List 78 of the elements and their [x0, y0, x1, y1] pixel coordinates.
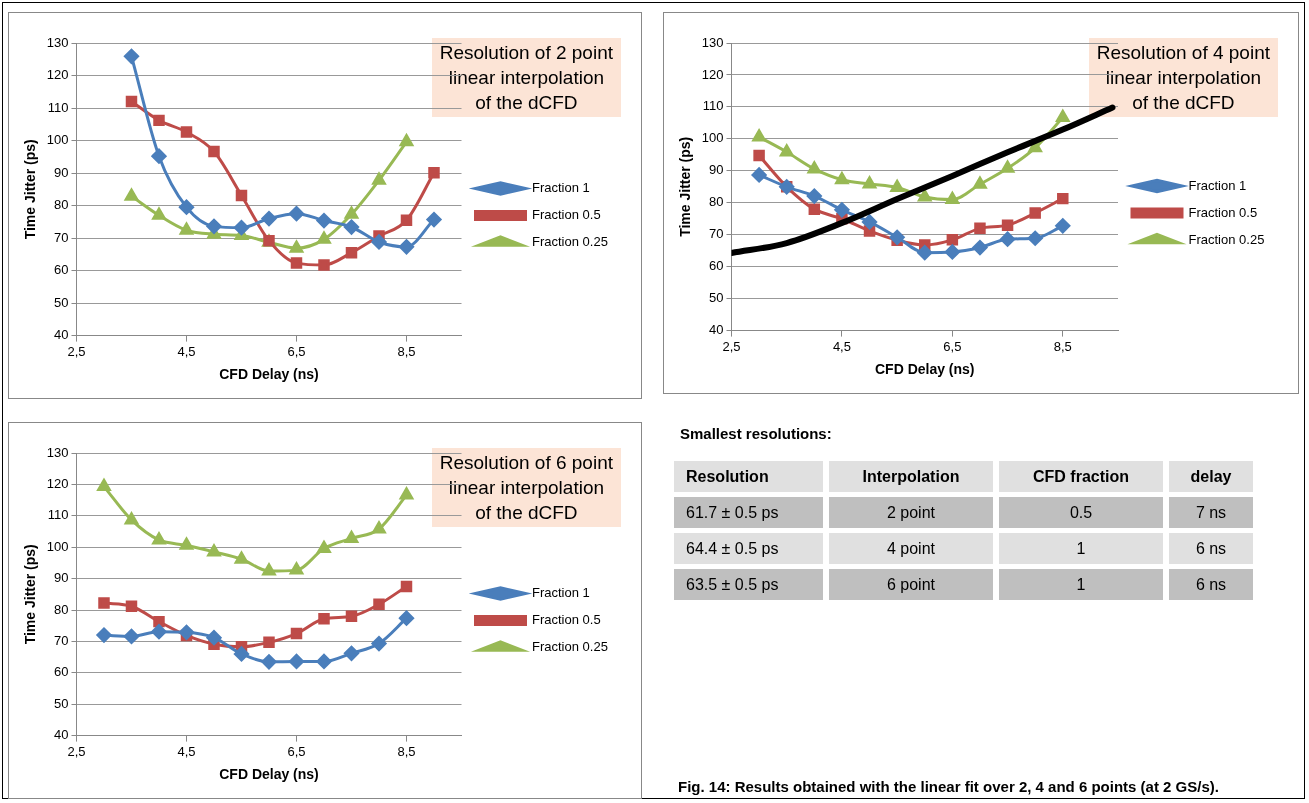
- x-tick-label: 2,5: [67, 743, 86, 759]
- y-axis-title: Time Jitter (ps): [22, 544, 39, 645]
- legend-label: Fraction 0.5: [532, 207, 601, 223]
- legend-label: Fraction 1: [532, 180, 590, 196]
- annotation: Resolution of 6 point linear interpolation of the dCFD: [431, 448, 621, 527]
- text: 6 ns: [1169, 569, 1253, 600]
- y-tick-label: 50: [54, 294, 69, 310]
- y-axis-title: Time Jitter (ps): [22, 139, 39, 240]
- y-tick-label: 70: [54, 632, 69, 648]
- y-axis-title: Time Jitter (ps): [677, 136, 694, 237]
- y-tick-label: 60: [54, 262, 69, 278]
- y-tick-label: 110: [47, 507, 69, 523]
- x-axis-title: CFD Delay (ns): [219, 766, 319, 783]
- x-tick-label: 2,5: [722, 338, 741, 354]
- category-label: Interpolation: [829, 461, 993, 492]
- y-tick-label: 130: [46, 34, 69, 50]
- x-axis-title: CFD Delay (ns): [219, 366, 319, 383]
- text: 2 point: [829, 497, 993, 528]
- x-tick-label: 2,5: [67, 343, 86, 359]
- x-tick-label: 4,5: [177, 743, 196, 759]
- text: 6 ns: [1169, 533, 1253, 564]
- x-tick-label: 6,5: [287, 743, 306, 759]
- caption: Fig. 14: Results obtained with the linear fit over 2, 4 and 6 points (at 2 GS/s).: [678, 777, 1220, 797]
- legend-label: Fraction 0.5: [1188, 204, 1258, 220]
- x-tick-label: 8,5: [397, 343, 416, 359]
- y-tick-label: 60: [54, 664, 69, 680]
- x-tick-label: 6,5: [287, 343, 306, 359]
- category-label: delay: [1169, 461, 1253, 492]
- text: Smallest resolutions:: [680, 425, 833, 442]
- text: 61.7 ± 0.5 ps: [674, 497, 823, 528]
- text: 6 point: [829, 569, 993, 600]
- x-tick-label: 4,5: [177, 343, 196, 359]
- y-tick-label: 100: [46, 132, 69, 148]
- text: 63.5 ± 0.5 ps: [674, 569, 823, 600]
- legend-label: Fraction 1: [1188, 177, 1247, 193]
- y-tick-label: 130: [46, 444, 69, 460]
- text: 0.5: [999, 497, 1163, 528]
- y-tick-label: 50: [709, 290, 724, 306]
- y-tick-label: 100: [701, 130, 724, 146]
- legend-label: Fraction 0.25: [532, 639, 608, 655]
- y-tick-label: 70: [709, 226, 724, 242]
- y-tick-label: 90: [709, 162, 724, 178]
- legend-label: Fraction 1: [532, 585, 590, 601]
- text: 4 point: [829, 533, 993, 564]
- y-tick-label: 90: [54, 164, 69, 180]
- y-tick-label: 120: [46, 67, 69, 83]
- y-tick-label: 110: [702, 98, 724, 114]
- annotation: Resolution of 4 point linear interpolation of the dCFD: [1088, 38, 1278, 117]
- x-tick-label: 6,5: [943, 338, 962, 354]
- y-tick-label: 80: [54, 197, 69, 213]
- legend-label: Fraction 0.25: [1188, 231, 1265, 247]
- y-tick-label: 70: [54, 229, 69, 245]
- text: 7 ns: [1169, 497, 1253, 528]
- y-tick-label: 90: [54, 570, 69, 586]
- y-tick-label: 50: [54, 695, 69, 711]
- y-tick-label: 40: [54, 327, 69, 343]
- y-tick-label: 80: [54, 601, 69, 617]
- y-tick-label: 100: [46, 538, 69, 554]
- x-tick-label: 8,5: [1053, 338, 1072, 354]
- x-tick-label: 4,5: [832, 338, 851, 354]
- text: 1: [999, 533, 1163, 564]
- text: 1: [999, 569, 1163, 600]
- legend-label: Fraction 0.25: [532, 234, 608, 250]
- y-tick-label: 80: [709, 194, 724, 210]
- y-tick-label: 40: [54, 727, 69, 743]
- annotation: Resolution of 2 point linear interpolation of the dCFD: [431, 38, 621, 117]
- x-tick-label: 8,5: [397, 743, 416, 759]
- legend-label: Fraction 0.5: [532, 612, 601, 628]
- y-tick-label: 110: [47, 99, 69, 115]
- y-tick-label: 60: [709, 258, 724, 274]
- y-tick-label: 120: [46, 475, 69, 491]
- y-tick-label: 120: [701, 66, 724, 82]
- y-tick-label: 130: [701, 34, 724, 50]
- x-axis-title: CFD Delay (ns): [874, 361, 975, 378]
- category-label: Resolution: [674, 461, 823, 492]
- text: 64.4 ± 0.5 ps: [674, 533, 823, 564]
- category-label: CFD fraction: [999, 461, 1163, 492]
- y-tick-label: 40: [709, 322, 724, 338]
